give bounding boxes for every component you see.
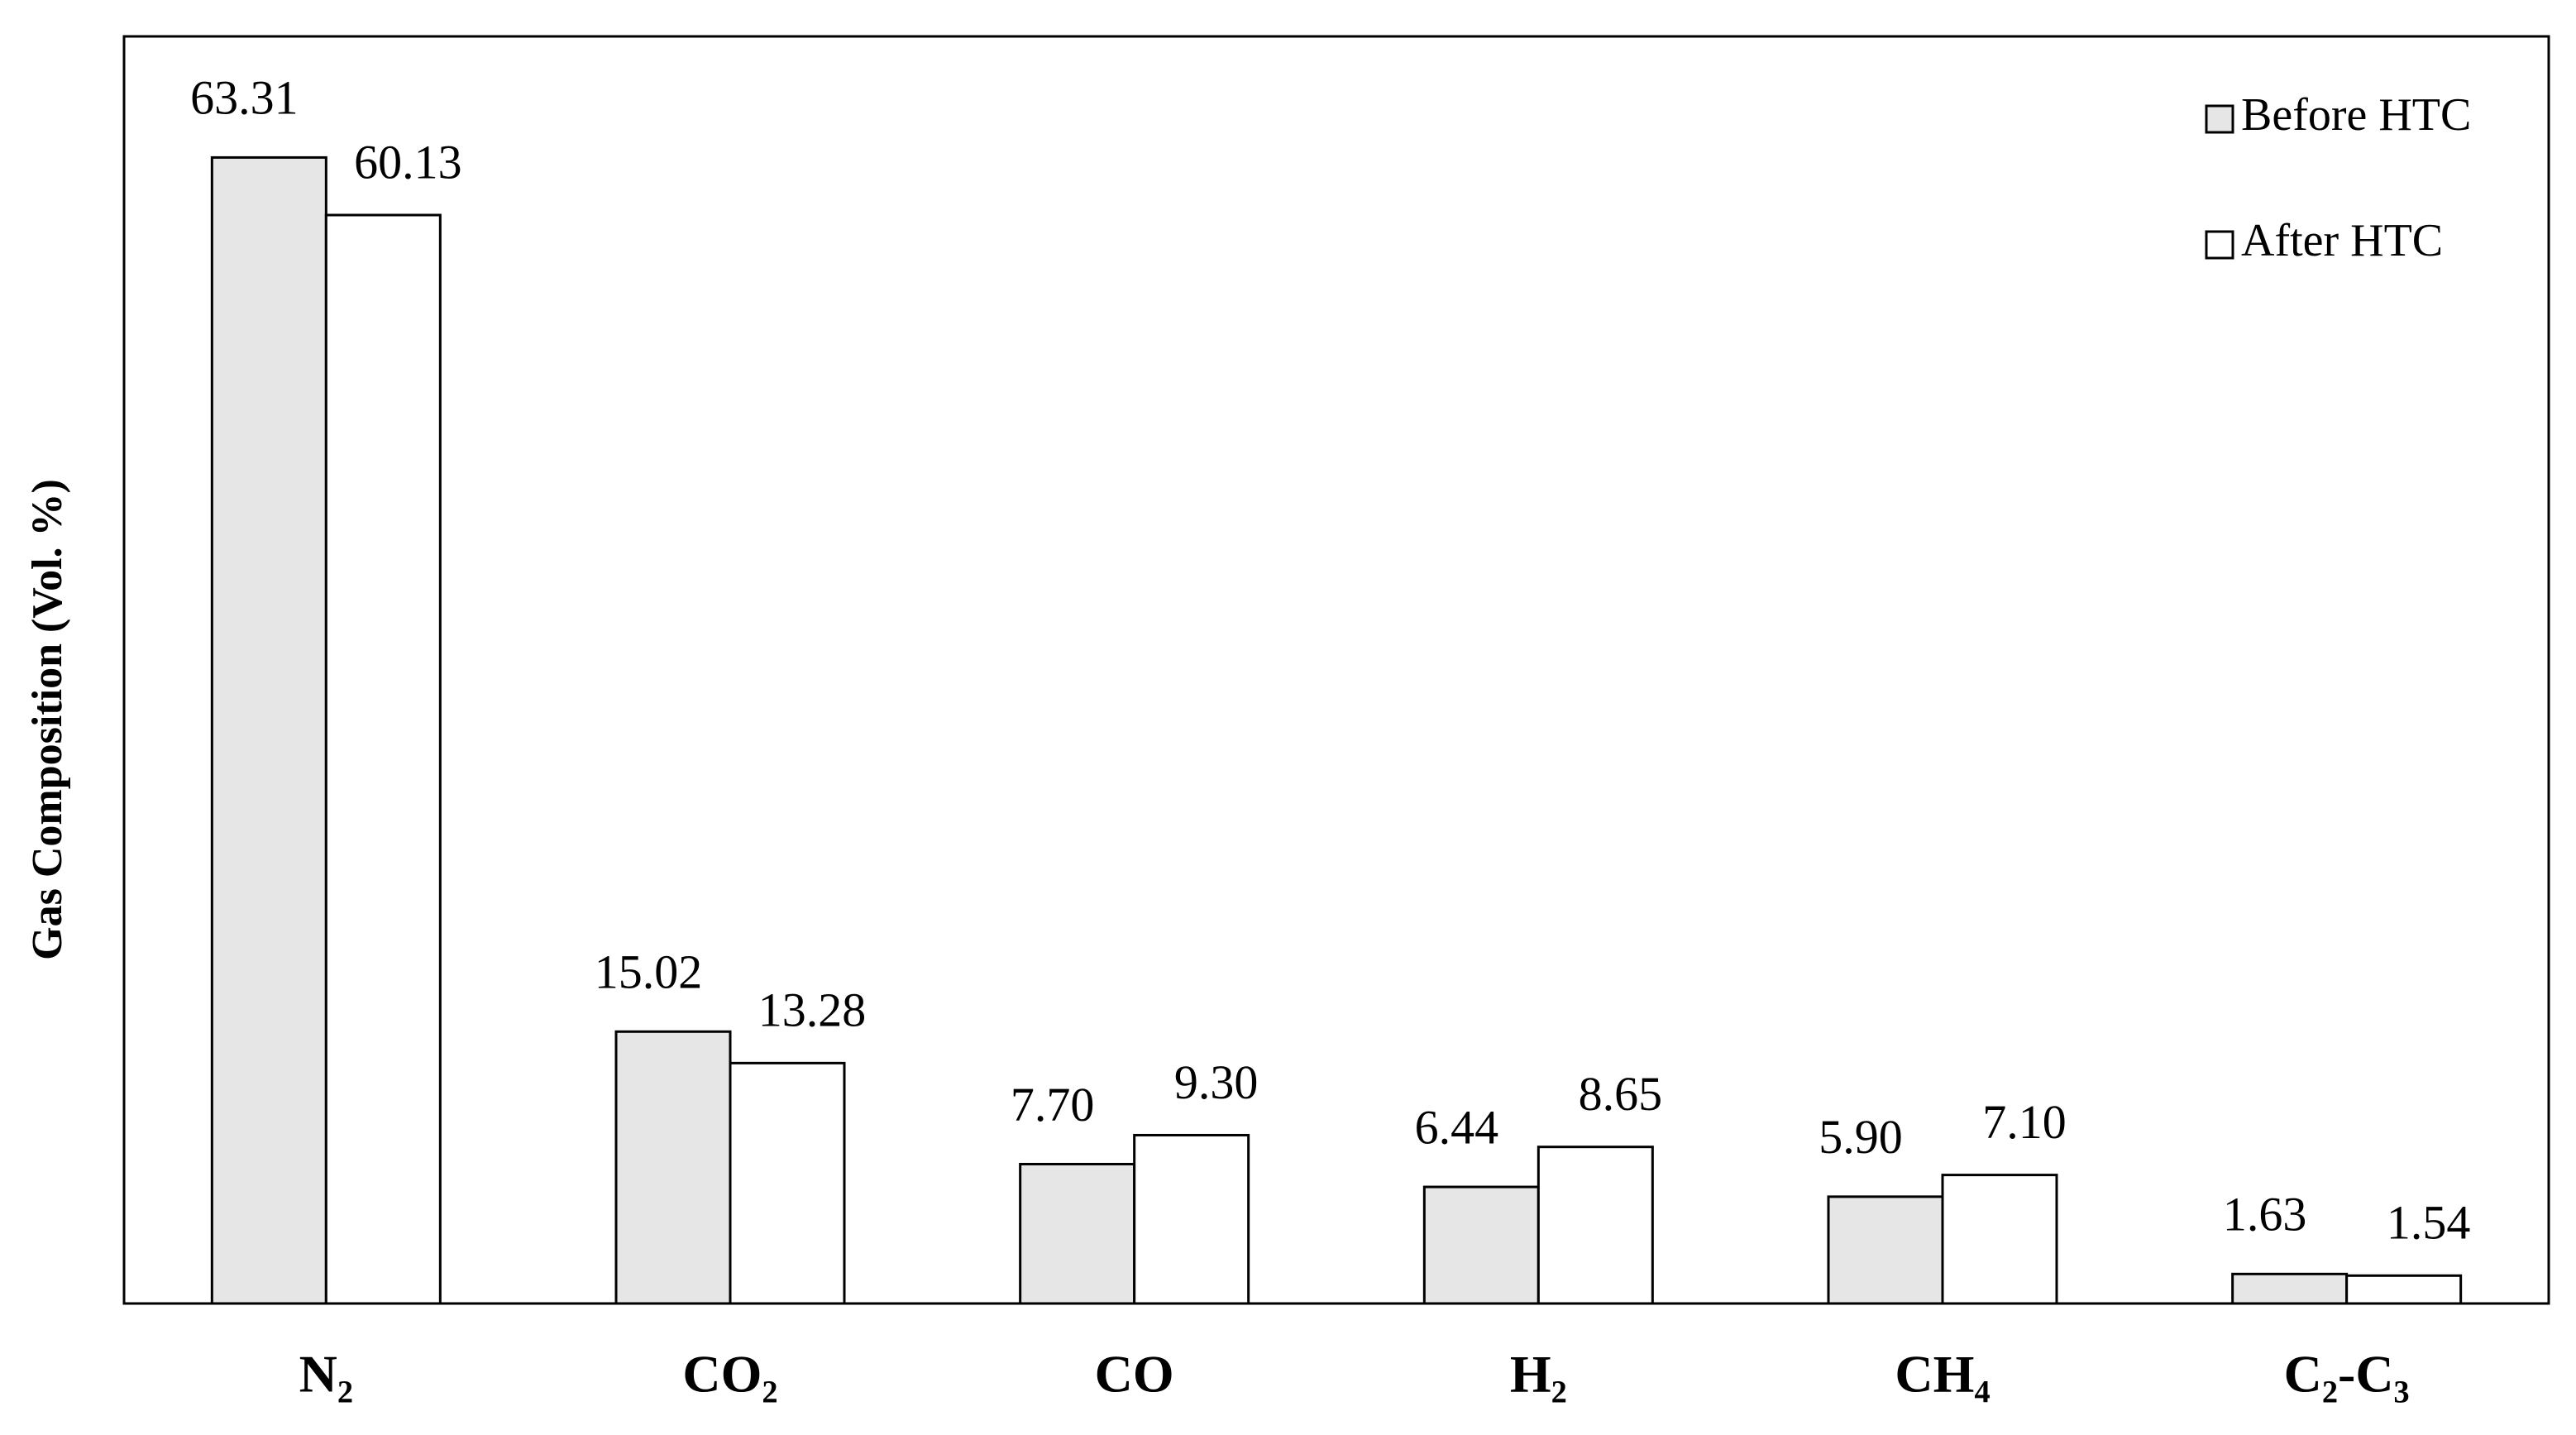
- bar: [210, 155, 327, 1305]
- bar: [729, 1061, 846, 1305]
- value-label: 63.31: [190, 71, 299, 125]
- bar: [2231, 1272, 2349, 1305]
- value-label: 6.44: [1415, 1100, 1499, 1154]
- bar: [1019, 1162, 1136, 1305]
- bar: [1941, 1174, 2058, 1305]
- bar: [324, 213, 442, 1305]
- value-label: 15.02: [595, 945, 703, 999]
- x-tick-label: CO: [1095, 1345, 1174, 1404]
- x-tick-label: CO₂: [682, 1345, 777, 1404]
- bar: [2345, 1274, 2463, 1305]
- x-tick-label: H₂: [1510, 1345, 1567, 1404]
- bar: [614, 1030, 732, 1305]
- value-label: 5.90: [1818, 1110, 1903, 1164]
- y-axis-title: Gas Composition (Vol. %): [24, 479, 71, 960]
- value-label: 1.63: [2223, 1188, 2307, 1241]
- value-label: 7.70: [1011, 1078, 1095, 1131]
- value-label: 8.65: [1579, 1067, 1663, 1121]
- value-label: 1.54: [2387, 1196, 2471, 1250]
- bar: [1537, 1146, 1654, 1305]
- bar: [1827, 1195, 1944, 1305]
- value-label: 13.28: [758, 983, 867, 1037]
- value-label: 9.30: [1174, 1055, 1259, 1109]
- x-tick-label: CH₄: [1895, 1345, 1990, 1404]
- legend-swatch: [2205, 230, 2234, 260]
- bar: [1422, 1185, 1540, 1305]
- legend-label: After HTC: [2241, 215, 2443, 266]
- value-label: 60.13: [354, 135, 462, 189]
- x-tick-label: C₂-C₃: [2284, 1345, 2410, 1404]
- legend-swatch: [2205, 104, 2234, 134]
- value-label: 7.10: [1982, 1095, 2067, 1149]
- plot-frame: [122, 35, 2550, 1305]
- bar: [1133, 1133, 1250, 1305]
- legend-label: Before HTC: [2241, 89, 2471, 141]
- x-tick-label: N₂: [299, 1345, 353, 1404]
